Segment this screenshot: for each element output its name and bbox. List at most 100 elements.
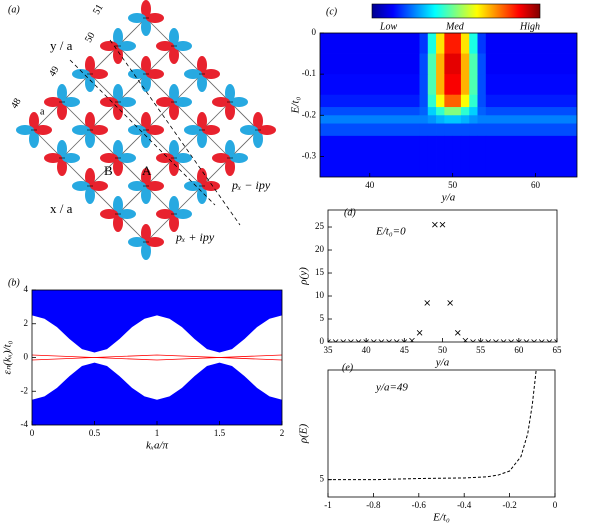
heat-cell — [444, 33, 454, 54]
y-tick-label: 20 — [315, 244, 325, 254]
heat-cell — [320, 33, 420, 54]
orbital-lobe — [197, 168, 207, 186]
point — [546, 339, 553, 342]
heat-cell — [477, 53, 487, 75]
heat-cell — [427, 53, 437, 75]
point — [508, 339, 514, 342]
x-tick-label: 50 — [438, 345, 448, 355]
heat-cell — [436, 33, 445, 54]
point — [538, 339, 545, 342]
heat-cell — [436, 115, 445, 124]
heat-cell — [460, 33, 470, 54]
point — [371, 339, 377, 342]
orbital-lobe — [141, 224, 151, 242]
point — [493, 339, 499, 342]
y-tick-label: 25 — [315, 221, 325, 231]
point — [409, 337, 415, 342]
y-tick-label: 0 — [320, 336, 325, 346]
x-tick-label: 1 — [155, 428, 160, 438]
orbital-lobe — [197, 186, 207, 204]
orbital-lobe — [146, 125, 164, 135]
point — [462, 337, 469, 342]
orbital-lobe — [141, 186, 151, 204]
heat-cell — [469, 107, 478, 116]
plot-area — [328, 370, 537, 481]
x-tick-label: 40 — [365, 180, 375, 190]
heat-cell — [485, 33, 577, 54]
orbital-lobe — [72, 181, 90, 191]
orbital-lobe — [118, 153, 136, 163]
x-tick-label: -0.6 — [412, 500, 427, 510]
heat-cell — [419, 123, 429, 137]
orbital-lobe — [141, 112, 151, 130]
heat-cell — [477, 123, 487, 137]
y-tick-label: -0.2 — [302, 109, 316, 119]
heat-cell — [419, 107, 429, 116]
heat-cell — [477, 107, 487, 116]
orbital-lobe — [113, 140, 123, 158]
orbital-lobe — [197, 112, 207, 130]
y-tick-label: 10 — [315, 290, 325, 300]
heat-cell — [427, 115, 437, 124]
heat-cell — [427, 135, 437, 177]
orbital-lobe — [253, 112, 263, 130]
orbital-lobe — [62, 153, 80, 163]
heat-cell — [460, 107, 470, 116]
orbital-lobe — [100, 97, 118, 107]
x-axis-label: E/t₀ — [432, 512, 450, 524]
orbital-lobe — [141, 18, 151, 36]
orbital-lobe — [174, 209, 192, 219]
x-tick-label: -0.8 — [366, 500, 381, 510]
point — [393, 339, 400, 342]
y-tick-label: 4 — [24, 284, 29, 294]
orbital-lobe — [128, 13, 146, 23]
point — [531, 339, 537, 342]
y-tick-label: 0 — [24, 352, 29, 362]
panel-label: (c) — [326, 6, 338, 17]
point — [424, 300, 431, 306]
heat-cell — [427, 94, 437, 108]
x-tick-label: 65 — [553, 345, 563, 355]
heat-cell — [477, 74, 487, 96]
heat-cell — [419, 53, 429, 75]
orbital-lobe — [202, 125, 220, 135]
orbital-lobe — [113, 158, 123, 176]
band — [32, 290, 282, 353]
axes-frame — [327, 369, 556, 498]
orbital-lobe — [141, 130, 151, 148]
heat-cell — [469, 33, 478, 54]
edge-state-line — [32, 354, 282, 361]
heat-cell — [419, 74, 429, 96]
heat-cell — [436, 123, 445, 137]
y-tick-label: 5 — [320, 474, 325, 484]
orbital-lobe — [113, 102, 123, 120]
point — [500, 339, 507, 342]
heat-cell — [477, 94, 487, 108]
x-tick-label: 45 — [400, 345, 410, 355]
orbital-lobe — [169, 102, 179, 120]
row-label: 48 — [9, 96, 24, 110]
heat-cell — [427, 123, 437, 137]
orbital-label: pₓ + ipy — [175, 230, 215, 244]
orbital-lobe — [169, 28, 179, 46]
x-tick-label: 50 — [448, 180, 458, 190]
heat-cell — [452, 33, 462, 54]
orbital-lobe — [100, 41, 118, 51]
heat-cell — [320, 135, 420, 177]
orbital-lobe — [146, 13, 164, 23]
orbital-lobe — [230, 97, 248, 107]
heat-cell — [436, 53, 445, 75]
orbital-lobe — [184, 181, 202, 191]
point — [477, 339, 484, 342]
orbital-lobe — [128, 237, 146, 247]
x-axis-label: y/a — [441, 192, 456, 204]
orbital-lobe — [258, 125, 276, 135]
point — [386, 339, 392, 342]
y-axis-label: ρ(E) — [298, 424, 310, 445]
orbital-lobe — [141, 0, 151, 18]
orbital-lobe — [197, 74, 207, 92]
point — [432, 221, 438, 228]
orbital-lobe — [57, 140, 67, 158]
x-axis-label: y/a — [435, 357, 450, 369]
orbital-lobe — [16, 125, 34, 135]
